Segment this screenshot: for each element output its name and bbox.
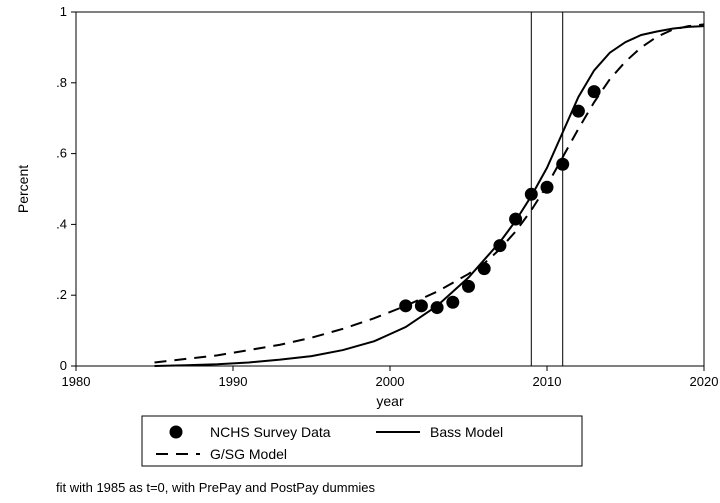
x-tick-label: 2010	[533, 374, 562, 389]
x-tick-label: 2000	[376, 374, 405, 389]
y-axis-label: Percent	[15, 165, 31, 213]
legend-label-gsg: G/SG Model	[210, 446, 287, 462]
legend-label-bass: Bass Model	[430, 424, 503, 440]
y-tick-label: 0	[60, 358, 67, 373]
x-axis-label: year	[376, 393, 404, 409]
footnote: fit with 1985 as t=0, with PrePay and Po…	[56, 480, 376, 495]
y-tick-label: .6	[56, 146, 67, 161]
y-tick-label: .8	[56, 75, 67, 90]
legend-box	[142, 416, 582, 466]
x-tick-label: 1990	[219, 374, 248, 389]
x-tick-label: 1980	[62, 374, 91, 389]
x-tick-label: 2020	[690, 374, 719, 389]
chart: 1980 1990 2000 2010 2020 year 0 .2 .4 .6 .8 1 Percen…	[0, 0, 720, 503]
series-nchs-marker	[446, 296, 459, 309]
y-tick-label: .2	[56, 287, 67, 302]
legend-marker-nchs	[170, 426, 183, 439]
legend-label-nchs: NCHS Survey Data	[210, 424, 331, 440]
y-tick-label: 1	[60, 4, 67, 19]
series-nchs-marker	[556, 158, 569, 171]
series-nchs-marker	[399, 299, 412, 312]
y-tick-label: .4	[56, 216, 67, 231]
